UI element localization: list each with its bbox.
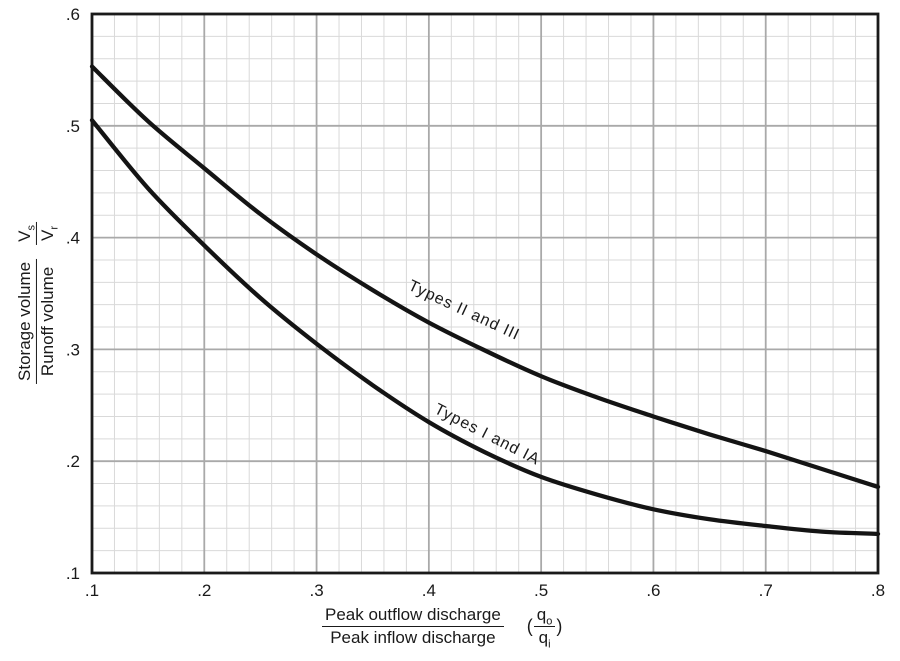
- plot-frame: [90, 12, 880, 575]
- x-axis-symbol-denominator: qi: [536, 627, 554, 650]
- y-tick-label: .5: [66, 117, 80, 136]
- y-axis-title: Storage volume Runoff volume Vs Vr: [14, 222, 60, 384]
- vr-base: V: [37, 229, 57, 241]
- x-axis-symbol-fraction: qo qi: [533, 605, 556, 650]
- x-axis-title-fraction: Peak outflow discharge Peak inflow disch…: [322, 605, 504, 647]
- y-axis-symbol-denominator: Vr: [37, 223, 60, 244]
- x-tick-label: .2: [197, 581, 211, 600]
- x-tick-label: .4: [422, 581, 436, 600]
- x-tick-label: .5: [534, 581, 548, 600]
- x-tick-label: .3: [309, 581, 323, 600]
- y-tick-label: .2: [66, 452, 80, 471]
- open-paren: (: [526, 615, 533, 636]
- x-axis-title-denominator: Peak inflow discharge: [330, 627, 496, 647]
- vs-base: V: [14, 230, 34, 242]
- x-axis-symbol-numerator: qo: [533, 605, 556, 628]
- x-tick-label: .6: [646, 581, 660, 600]
- qi-subscript: i: [548, 637, 551, 650]
- close-paren: ): [556, 615, 563, 636]
- y-axis-symbol-fraction: Vs Vr: [14, 222, 60, 245]
- qi-base: q: [538, 627, 549, 647]
- x-tick-label: .7: [759, 581, 773, 600]
- curve-types-ii-and-iii: [89, 64, 881, 490]
- y-axis-symbol-numerator: Vs: [14, 222, 37, 245]
- vr-subscript: r: [47, 225, 60, 230]
- x-axis-title-numerator: Peak outflow discharge: [322, 605, 504, 627]
- y-tick-label: .1: [66, 564, 80, 583]
- y-tick-label: .4: [66, 229, 80, 248]
- y-tick-label: .3: [66, 340, 80, 359]
- qo-base: q: [536, 605, 547, 624]
- y-tick-label: .6: [66, 5, 80, 24]
- x-axis-symbol-group: ( qo qi ): [526, 605, 564, 650]
- y-axis-title-denominator: Runoff volume: [37, 266, 57, 377]
- y-axis-title-fraction: Storage volume Runoff volume: [14, 258, 57, 384]
- qo-subscript: o: [546, 615, 553, 628]
- curve-types-i-and-ia: [89, 118, 881, 537]
- x-axis-title: Peak outflow discharge Peak inflow disch…: [322, 605, 564, 650]
- x-tick-label: .8: [871, 581, 885, 600]
- y-axis-title-numerator: Storage volume: [14, 258, 37, 384]
- x-tick-label: .1: [85, 581, 99, 600]
- curve-label-types-ii-and-iii: Types II and III: [405, 277, 522, 344]
